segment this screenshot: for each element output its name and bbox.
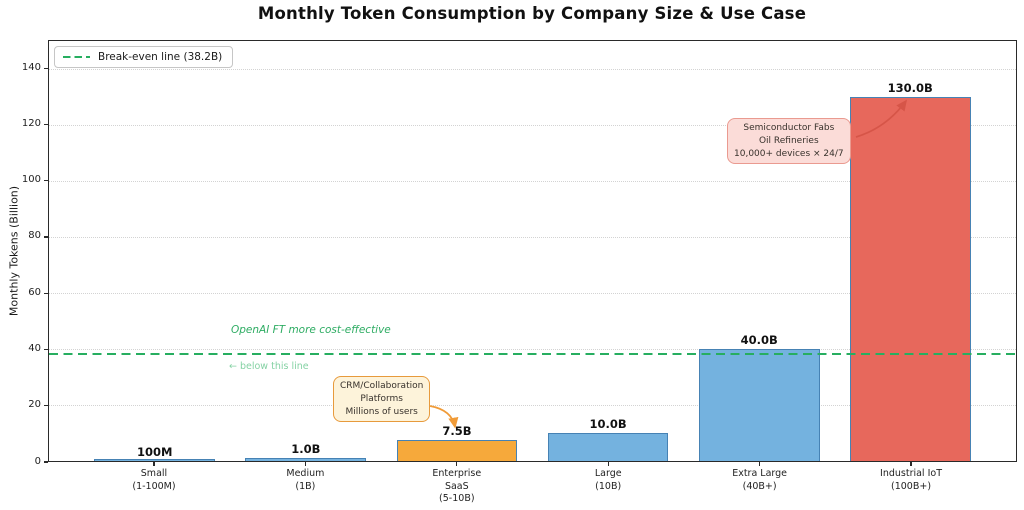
- x-tick-label: Industrial IoT (100B+): [880, 468, 943, 492]
- x-tick-mark: [910, 462, 912, 466]
- annotation-iot-line: Semiconductor Fabs: [743, 123, 835, 133]
- bar: [698, 349, 820, 461]
- y-tick-label: 40: [28, 342, 41, 354]
- x-tick-label: Large (10B): [594, 468, 622, 492]
- annotation-below-line: ← below this line: [229, 361, 309, 372]
- x-tick-mark: [607, 462, 609, 466]
- annotation-cost-effective: OpenAI FT more cost-effective: [231, 324, 391, 336]
- annotation-iot-line: Oil Refineries: [758, 135, 819, 146]
- y-tick-label: 60: [28, 286, 41, 298]
- bar: [94, 459, 216, 461]
- annotation-box-crm: CRM/Collaboration Platforms Millions of …: [333, 376, 431, 423]
- annotation-crm-line: Platforms: [360, 393, 403, 404]
- y-tick-label: 20: [28, 399, 41, 411]
- y-tick-mark: [44, 236, 48, 238]
- bar: [396, 440, 518, 461]
- bar-value-label: 130.0B: [887, 81, 933, 96]
- y-tick-mark: [44, 180, 48, 182]
- x-tick-label: Enterprise SaaS (5-10B): [432, 468, 482, 505]
- annotation-crm-line: Millions of users: [345, 406, 418, 417]
- legend-label: Break-even line (38.2B): [98, 51, 223, 63]
- x-tick-mark: [456, 462, 458, 466]
- x-tick-mark: [153, 462, 155, 466]
- y-tick-mark: [44, 461, 48, 463]
- y-tick-mark: [44, 405, 48, 407]
- y-gridline: [49, 125, 1016, 126]
- bar: [547, 433, 669, 461]
- annotation-iot-line: 10,000+ devices × 24/7: [734, 148, 844, 159]
- bar-value-label: 1.0B: [291, 442, 321, 457]
- annotation-crm-line: CRM/Collaboration: [340, 381, 424, 391]
- x-tick-mark: [304, 462, 306, 466]
- y-gridline: [49, 349, 1016, 350]
- y-tick-mark: [44, 123, 48, 125]
- y-tick-label: 80: [28, 230, 41, 242]
- legend-dashed-line-icon: [63, 55, 90, 59]
- plot-area: 100M 1.0B 7.5B 10.0B 40.0B 130.0B: [48, 40, 1017, 462]
- x-tick-label: Medium (1B): [286, 468, 325, 492]
- x-tick-mark: [759, 462, 761, 466]
- bar: [849, 97, 971, 461]
- bar-value-label: 10.0B: [589, 417, 627, 432]
- y-tick-label: 100: [21, 174, 41, 186]
- y-gridline: [49, 405, 1016, 406]
- chart-title: Monthly Token Consumption by Company Siz…: [257, 4, 807, 23]
- legend: Break-even line (38.2B): [54, 46, 234, 68]
- y-tick-mark: [44, 348, 48, 351]
- y-tick-label: 120: [21, 117, 41, 129]
- y-tick-mark: [44, 67, 48, 69]
- bar-value-label: 100M: [137, 444, 173, 459]
- break-even-line: [49, 353, 1016, 356]
- bar: [245, 458, 367, 461]
- y-tick-label: 0: [34, 455, 41, 467]
- y-gridline: [49, 293, 1016, 294]
- y-tick-label: 140: [21, 61, 41, 73]
- y-gridline: [49, 237, 1016, 238]
- bar-value-label: 40.0B: [740, 333, 778, 348]
- x-tick-label: Extra Large (40B+): [732, 468, 788, 492]
- y-gridline: [49, 180, 1016, 182]
- y-tick-mark: [44, 292, 48, 294]
- x-tick-label: Small (1-100M): [132, 468, 176, 492]
- y-gridline: [49, 69, 1016, 70]
- annotation-box-iot: Semiconductor Fabs Oil Refineries 10,000…: [727, 118, 851, 165]
- bar-value-label: 7.5B: [442, 424, 472, 438]
